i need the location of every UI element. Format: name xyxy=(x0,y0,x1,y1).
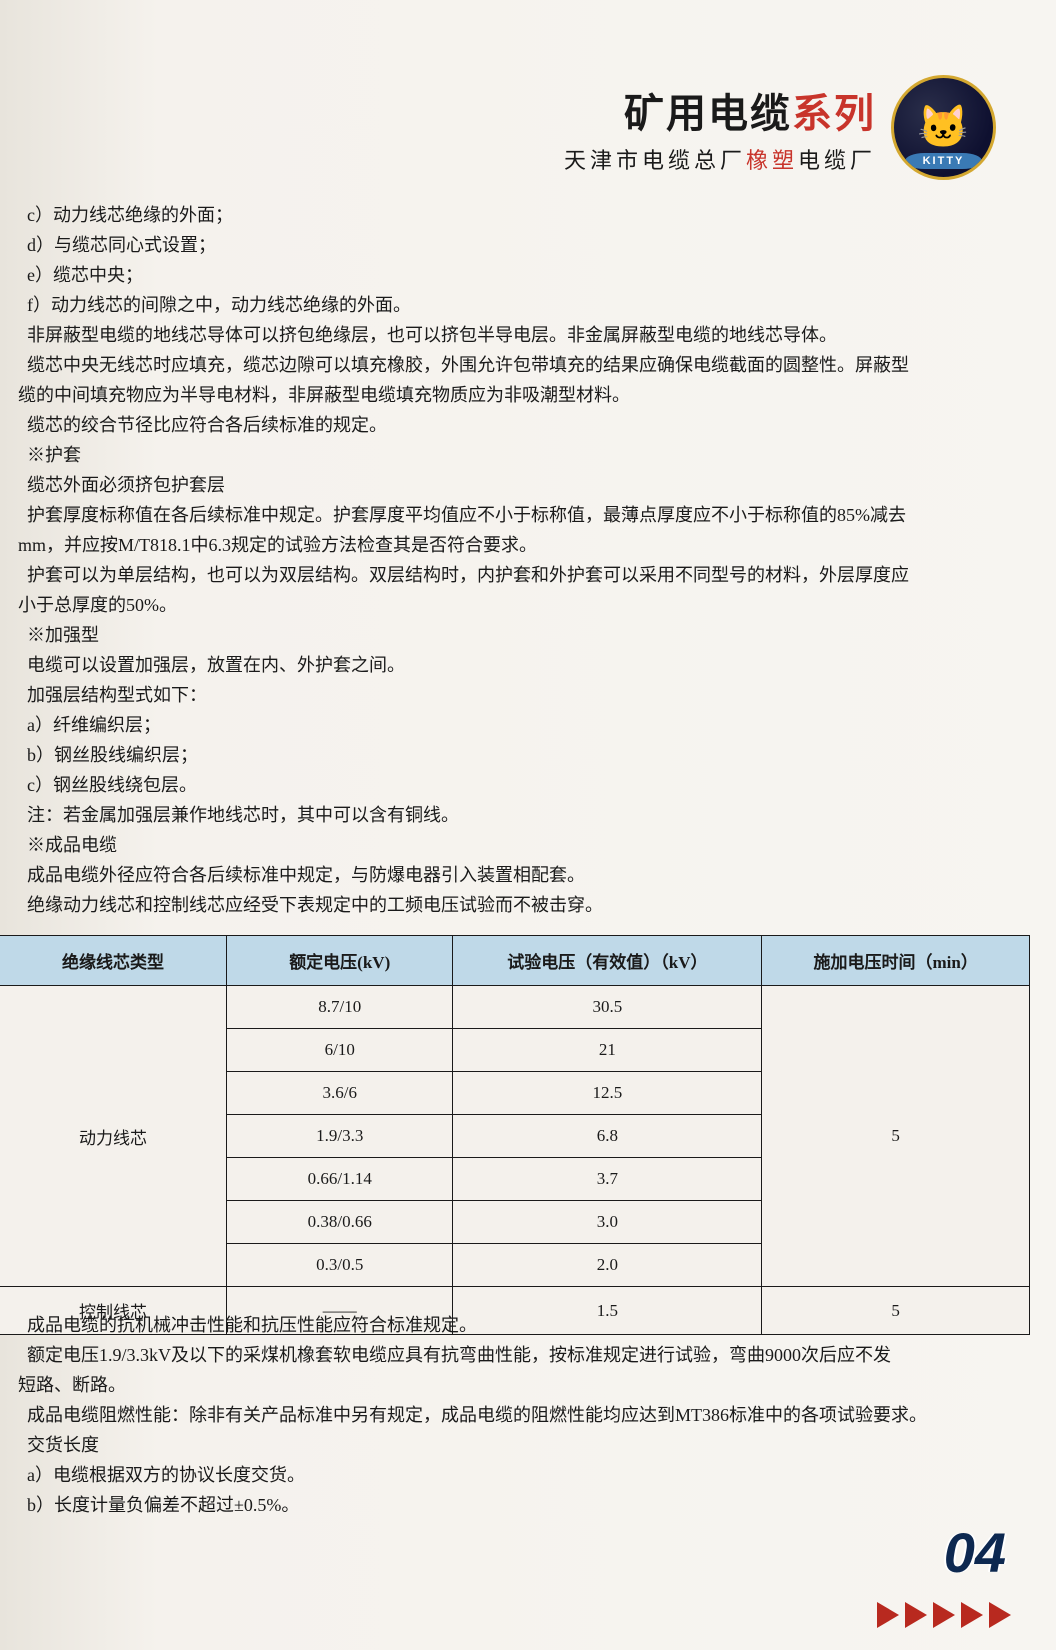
para-6b: 小于总厚度的50%。 xyxy=(18,590,1038,620)
r2-v: 3.6/6 xyxy=(226,1072,452,1115)
header-titles: 矿用电缆系列 天津市电缆总厂橡塑电缆厂 xyxy=(564,81,876,175)
th-type: 绝缘线芯类型 xyxy=(0,936,226,986)
title-red: 系列 xyxy=(792,91,876,136)
para-2a: 缆芯中央无线芯时应填充，缆芯边隙可以填充橡胶，外围允许包带填充的结果应确保电缆截… xyxy=(18,350,1038,380)
para-2b: 缆的中间填充物应为半导电材料，非屏蔽型电缆填充物质应为非吸潮型材料。 xyxy=(18,380,1038,410)
r1-v: 6/10 xyxy=(226,1029,452,1072)
th-time: 施加电压时间（min） xyxy=(762,936,1030,986)
para-9: 成品电缆外径应符合各后续标准中规定，与防爆电器引入装置相配套。 xyxy=(18,860,1038,890)
logo-banner-text: KITTY xyxy=(905,153,983,169)
th-test: 试验电压（有效值）（kV） xyxy=(453,936,762,986)
r2-t: 12.5 xyxy=(453,1072,762,1115)
subtitle-p2: 电缆厂 xyxy=(798,148,876,173)
sec-sheath: ※护套 xyxy=(18,440,1038,470)
para-1: 非屏蔽型电缆的地线芯导体可以挤包绝缘层，也可以挤包半导电层。非金属屏蔽型电缆的地… xyxy=(18,320,1038,350)
title-black: 矿用电缆 xyxy=(624,91,792,136)
page-number: 04 xyxy=(944,1520,1006,1585)
para-6a: 护套可以为单层结构，也可以为双层结构。双层结构时，内护套和外护套可以采用不同型号… xyxy=(18,560,1038,590)
body-content: c）动力线芯绝缘的外面； d）与缆芯同心式设置； e）缆芯中央； f）动力线芯的… xyxy=(18,200,1038,920)
cat-icon: 🐱 xyxy=(917,107,969,149)
bl-0: 成品电缆的抗机械冲击性能和抗压性能应符合标准规定。 xyxy=(18,1310,1038,1340)
r0-v: 8.7/10 xyxy=(226,986,452,1029)
line-c2: c）钢丝股线绕包层。 xyxy=(18,770,1038,800)
footer-arrows xyxy=(877,1602,1011,1628)
arrow-icon xyxy=(905,1602,927,1628)
arrow-icon xyxy=(961,1602,983,1628)
line-a2: a）纤维编织层； xyxy=(18,710,1038,740)
voltage-table: 绝缘线芯类型 额定电压(kV) 试验电压（有效值）（kV） 施加电压时间（min… xyxy=(0,935,1030,1335)
para-5a: 护套厚度标称值在各后续标准中规定。护套厚度平均值应不小于标称值，最薄点厚度应不小… xyxy=(18,500,1038,530)
bl-1: 额定电压1.9/3.3kV及以下的采煤机橡套软电缆应具有抗弯曲性能，按标准规定进… xyxy=(18,1340,1038,1370)
th-rated: 额定电压(kV) xyxy=(226,936,452,986)
subtitle-red: 橡塑 xyxy=(746,148,798,173)
r4-t: 3.7 xyxy=(453,1158,762,1201)
subtitle: 天津市电缆总厂橡塑电缆厂 xyxy=(564,143,876,175)
power-time-cell: 5 xyxy=(762,986,1030,1287)
para-4: 缆芯外面必须挤包护套层 xyxy=(18,470,1038,500)
para-10: 绝缘动力线芯和控制线芯应经受下表规定中的工频电压试验而不被击穿。 xyxy=(18,890,1038,920)
bl-2: 短路、断路。 xyxy=(18,1370,1038,1400)
r4-v: 0.66/1.14 xyxy=(226,1158,452,1201)
main-title: 矿用电缆系列 xyxy=(564,81,876,139)
sec-reinforce: ※加强型 xyxy=(18,620,1038,650)
para-5b: mm，并应按M/T818.1中6.3规定的试验方法检查其是否符合要求。 xyxy=(18,530,1038,560)
bl-6: b）长度计量负偏差不超过±0.5%。 xyxy=(18,1490,1038,1520)
sec-finished: ※成品电缆 xyxy=(18,830,1038,860)
r6-t: 2.0 xyxy=(453,1244,762,1287)
line-e: e）缆芯中央； xyxy=(18,260,1038,290)
para-8: 加强层结构型式如下： xyxy=(18,680,1038,710)
arrow-icon xyxy=(989,1602,1011,1628)
subtitle-p1: 天津市电缆总厂 xyxy=(564,148,746,173)
bl-5: a）电缆根据双方的协议长度交货。 xyxy=(18,1460,1038,1490)
r1-t: 21 xyxy=(453,1029,762,1072)
note: 注：若金属加强层兼作地线芯时，其中可以含有铜线。 xyxy=(18,800,1038,830)
kitty-logo: 🐱 KITTY xyxy=(891,75,996,180)
line-f: f）动力线芯的间隙之中，动力线芯绝缘的外面。 xyxy=(18,290,1038,320)
line-b2: b）钢丝股线编织层； xyxy=(18,740,1038,770)
arrow-icon xyxy=(877,1602,899,1628)
r0-t: 30.5 xyxy=(453,986,762,1029)
power-core-cell: 动力线芯 xyxy=(0,986,226,1287)
para-7: 电缆可以设置加强层，放置在内、外护套之间。 xyxy=(18,650,1038,680)
page-header: 矿用电缆系列 天津市电缆总厂橡塑电缆厂 🐱 KITTY xyxy=(564,75,996,180)
r3-v: 1.9/3.3 xyxy=(226,1115,452,1158)
r5-t: 3.0 xyxy=(453,1201,762,1244)
below-table-content: 成品电缆的抗机械冲击性能和抗压性能应符合标准规定。 额定电压1.9/3.3kV及… xyxy=(18,1310,1038,1520)
r5-v: 0.38/0.66 xyxy=(226,1201,452,1244)
para-3: 缆芯的绞合节径比应符合各后续标准的规定。 xyxy=(18,410,1038,440)
line-d: d）与缆芯同心式设置； xyxy=(18,230,1038,260)
bl-4: 交货长度 xyxy=(18,1430,1038,1460)
bl-3: 成品电缆阻燃性能：除非有关产品标准中另有规定，成品电缆的阻燃性能均应达到MT38… xyxy=(18,1400,1038,1430)
r3-t: 6.8 xyxy=(453,1115,762,1158)
r6-v: 0.3/0.5 xyxy=(226,1244,452,1287)
line-c: c）动力线芯绝缘的外面； xyxy=(18,200,1038,230)
arrow-icon xyxy=(933,1602,955,1628)
